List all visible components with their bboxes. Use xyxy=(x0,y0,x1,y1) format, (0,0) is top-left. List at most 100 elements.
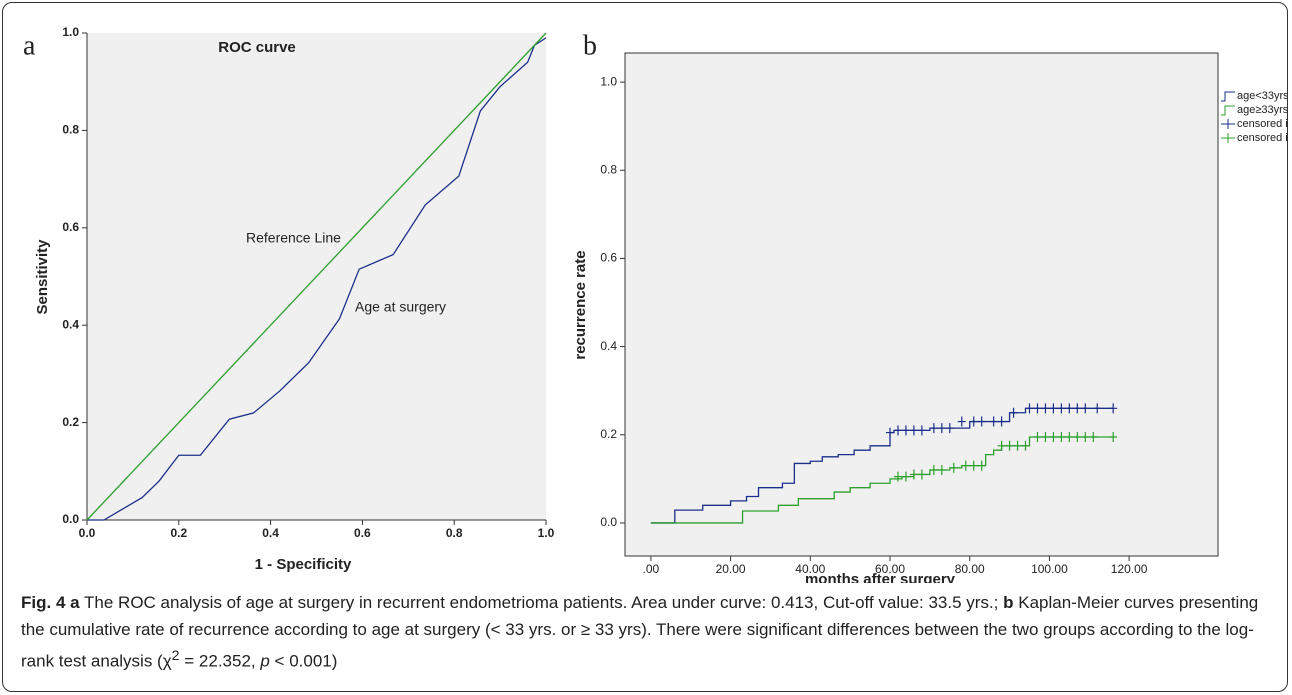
x-tick-label: 60.00 xyxy=(875,562,905,576)
censor-mark xyxy=(893,425,902,436)
legend-glyph xyxy=(1221,119,1235,129)
censor-mark xyxy=(901,471,910,482)
censor-mark xyxy=(1065,403,1074,414)
censor-mark xyxy=(893,471,902,482)
censor-mark xyxy=(1109,403,1118,414)
legend-glyph xyxy=(1221,91,1235,102)
x-tick-label: 1.0 xyxy=(538,526,555,540)
plot-background xyxy=(624,52,1219,557)
y-tick-label: 0.0 xyxy=(600,515,617,529)
censor-mark xyxy=(997,440,1006,451)
annotation: Reference Line xyxy=(246,230,341,246)
x-tick-label: 0.6 xyxy=(354,526,371,540)
censor-mark xyxy=(1005,440,1014,451)
x-tick-label: 0.0 xyxy=(79,526,96,540)
roc-line xyxy=(87,37,547,521)
y-tick-label: 0.8 xyxy=(62,123,79,137)
censor-mark xyxy=(1089,431,1098,442)
x-tick-label: 20.00 xyxy=(716,562,746,576)
censor-mark xyxy=(1081,431,1090,442)
censor-mark xyxy=(969,460,978,471)
caption-italic: p xyxy=(260,651,270,671)
chart-title: ROC curve xyxy=(218,39,296,56)
censor-mark xyxy=(1013,440,1022,451)
censor-mark xyxy=(957,416,966,427)
censor-mark xyxy=(977,416,986,427)
panel-label: b xyxy=(583,30,597,61)
roc-line xyxy=(86,32,547,521)
y-tick-label: 0.8 xyxy=(600,162,617,176)
caption-text: < 0.001) xyxy=(269,651,338,671)
legend-glyph xyxy=(1221,133,1235,143)
x-axis-label: months after surgery xyxy=(805,571,956,583)
censor-mark xyxy=(909,469,918,480)
censor-mark xyxy=(1041,403,1050,414)
censor-mark xyxy=(917,469,926,480)
caption-label: Fig. 4 xyxy=(21,593,66,612)
censor-mark xyxy=(1093,403,1102,414)
legend-glyph xyxy=(1221,105,1235,116)
x-tick-label: 80.00 xyxy=(955,562,985,576)
x-tick-label: 0.8 xyxy=(446,526,463,540)
censor-mark xyxy=(1021,440,1030,451)
censor-mark xyxy=(937,423,946,434)
caption-text: The ROC analysis of age at surgery in re… xyxy=(79,593,1004,612)
censor-mark xyxy=(961,460,970,471)
annotation: Age at surgery xyxy=(355,299,446,315)
censor-mark xyxy=(1081,403,1090,414)
y-tick-label: 0.2 xyxy=(600,427,617,441)
caption: Fig. 4 a The ROC analysis of age at surg… xyxy=(21,589,1273,675)
legend-label: censored in age<33yrs xyxy=(1237,118,1288,130)
censor-mark xyxy=(901,425,910,436)
caption-panel: a xyxy=(70,593,80,612)
y-tick-label: 0.2 xyxy=(62,415,79,429)
y-tick-label: 0.0 xyxy=(62,512,79,526)
km-step-line xyxy=(650,407,1114,524)
censor-mark xyxy=(1049,431,1058,442)
legend-label: age<33yrs xyxy=(1237,90,1288,102)
panel-label: a xyxy=(23,30,36,61)
y-tick-label: 1.0 xyxy=(62,25,79,39)
censor-mark xyxy=(1049,403,1058,414)
x-tick-label: 120.00 xyxy=(1111,562,1148,576)
x-axis-label: 1 - Specificity xyxy=(255,556,352,573)
y-axis-label: recurrence rate xyxy=(572,250,589,359)
y-tick-label: 0.4 xyxy=(62,317,79,331)
caption-text: Kaplan-Meier curves presenting the cumul… xyxy=(21,593,1259,671)
censor-mark xyxy=(997,416,1006,427)
legend-label: age≥33yrs xyxy=(1237,104,1288,116)
legend-label: censored in age≥33yrs xyxy=(1237,132,1288,144)
caption-panel: b xyxy=(1003,593,1014,612)
caption-sup: 2 xyxy=(171,648,180,664)
x-tick-label: 0.2 xyxy=(170,526,187,540)
x-tick-label: 0.4 xyxy=(262,526,279,540)
y-tick-label: 1.0 xyxy=(600,74,617,88)
censor-mark xyxy=(945,423,954,434)
censor-mark xyxy=(886,427,895,438)
censor-mark xyxy=(1073,431,1082,442)
censor-mark xyxy=(1073,403,1082,414)
censor-mark xyxy=(917,425,926,436)
censor-mark xyxy=(909,425,918,436)
censor-mark xyxy=(929,465,938,476)
censor-mark xyxy=(989,416,998,427)
y-tick-label: 0.6 xyxy=(600,251,617,265)
censor-mark xyxy=(1057,431,1066,442)
y-tick-label: 0.6 xyxy=(62,220,79,234)
censor-mark xyxy=(1025,403,1034,414)
x-tick-label: 40.00 xyxy=(795,562,825,576)
censor-mark xyxy=(929,423,938,434)
censor-mark xyxy=(1009,407,1018,418)
censor-mark xyxy=(949,462,958,473)
censor-mark xyxy=(1057,403,1066,414)
censor-mark xyxy=(937,465,946,476)
y-axis-label: Sensitivity xyxy=(34,239,51,315)
censor-mark xyxy=(1109,431,1118,442)
censor-mark xyxy=(1033,431,1042,442)
censor-mark xyxy=(1041,431,1050,442)
caption-text: = 22.352, xyxy=(179,651,261,671)
censor-mark xyxy=(1065,431,1074,442)
y-tick-label: 0.4 xyxy=(600,339,617,353)
